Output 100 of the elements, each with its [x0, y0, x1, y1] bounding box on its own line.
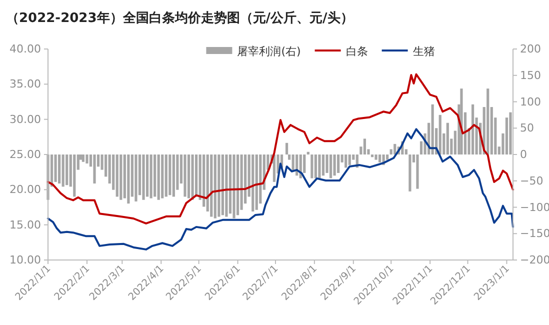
bar	[416, 154, 419, 189]
bar	[303, 154, 306, 173]
bar	[236, 154, 240, 216]
bar	[442, 133, 446, 154]
bar	[272, 154, 276, 182]
bar	[157, 154, 160, 200]
bar	[86, 154, 88, 164]
bar	[408, 154, 412, 192]
bar	[104, 154, 108, 177]
bar	[386, 154, 389, 160]
bar	[255, 154, 258, 210]
bar	[73, 154, 76, 197]
bar	[225, 154, 228, 217]
bar	[221, 154, 224, 216]
bar	[367, 149, 370, 154]
bar	[62, 154, 64, 187]
bar	[116, 154, 118, 197]
bar	[306, 152, 310, 154]
bar	[454, 130, 456, 154]
bar	[494, 118, 497, 154]
legend-label: 屠宰利润(右)	[237, 45, 301, 58]
y2-tick-label: 150	[520, 68, 541, 82]
bar	[344, 154, 348, 168]
bar	[76, 154, 80, 170]
bar	[176, 154, 179, 190]
bar	[292, 154, 294, 170]
bar	[252, 154, 254, 212]
bar	[394, 144, 396, 154]
y2-tick-label: 200	[520, 42, 541, 56]
bar	[370, 154, 374, 158]
bar	[259, 154, 262, 204]
bar	[82, 154, 84, 162]
bar	[206, 154, 209, 212]
bar	[120, 154, 122, 200]
bar	[404, 149, 408, 154]
bar	[363, 138, 366, 154]
chart-title: （2022-2023年）全国白条均价走势图（元/公斤、元/头）	[6, 10, 354, 26]
bar	[184, 154, 186, 197]
bar	[240, 154, 243, 210]
y2-tick-label: 100	[520, 95, 541, 108]
bar	[214, 154, 216, 218]
bar	[202, 154, 206, 207]
bar	[164, 154, 168, 197]
bar	[390, 149, 392, 154]
bar	[146, 154, 149, 197]
bar	[333, 154, 336, 176]
bar	[460, 88, 463, 154]
bar	[58, 154, 61, 184]
bar	[180, 154, 183, 184]
bar	[93, 154, 96, 184]
bar	[471, 104, 474, 154]
bar	[54, 154, 57, 182]
bar	[218, 154, 220, 217]
bar	[194, 154, 198, 197]
bar	[191, 154, 194, 200]
bar	[314, 154, 317, 178]
y-tick-label: 40.00	[10, 42, 41, 56]
y2-tick-label: 50	[520, 122, 534, 135]
y-tick-label: 20.00	[10, 183, 41, 196]
bar	[172, 154, 175, 197]
bar	[108, 154, 111, 184]
bar	[210, 154, 213, 217]
bar	[360, 146, 362, 154]
bar	[138, 154, 142, 196]
bar	[198, 154, 202, 200]
legend-label: 白条	[346, 45, 368, 58]
bar	[248, 154, 250, 197]
bar	[374, 154, 378, 160]
bar	[420, 141, 423, 154]
bar	[318, 154, 321, 178]
bar	[187, 154, 190, 198]
bar	[79, 154, 82, 160]
bar	[352, 154, 355, 160]
bar	[505, 118, 508, 154]
bar	[446, 122, 449, 154]
bar	[468, 128, 470, 154]
bar	[502, 133, 504, 154]
y-tick-label: 25.00	[10, 148, 41, 161]
bar	[112, 154, 115, 190]
y2-tick-label: −50	[520, 174, 544, 188]
bar	[498, 146, 500, 154]
bar	[288, 154, 291, 160]
bar	[329, 154, 332, 178]
bar	[100, 154, 104, 170]
bar	[438, 114, 442, 154]
bar	[348, 154, 351, 166]
bar	[69, 154, 72, 187]
y-tick-label: 35.00	[10, 78, 41, 91]
bar	[232, 154, 236, 218]
legend-label: 生猪	[412, 45, 435, 58]
bar	[450, 138, 453, 154]
bar	[464, 112, 467, 154]
y-tick-label: 10.00	[10, 254, 41, 266]
bar	[89, 154, 92, 167]
bar	[285, 142, 288, 154]
bar	[509, 112, 512, 154]
bar	[130, 154, 134, 197]
bar	[66, 154, 68, 186]
bar	[337, 154, 340, 173]
y-tick-label: 30.00	[10, 112, 41, 126]
